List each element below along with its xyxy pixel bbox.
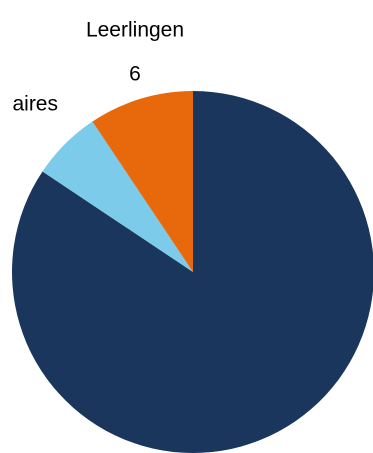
pie-slice <box>92 91 193 272</box>
slice-label: aires <box>12 93 58 116</box>
pie-slice <box>42 121 194 272</box>
slice-label: Leerlingen <box>86 19 184 42</box>
pie-slice <box>12 91 373 453</box>
slice-value-label: 6 <box>129 63 141 86</box>
